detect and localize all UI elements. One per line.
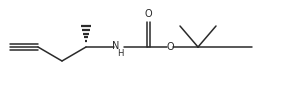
- Text: H: H: [117, 49, 123, 58]
- Text: O: O: [166, 42, 174, 52]
- Text: N: N: [112, 41, 120, 51]
- Text: O: O: [144, 9, 152, 19]
